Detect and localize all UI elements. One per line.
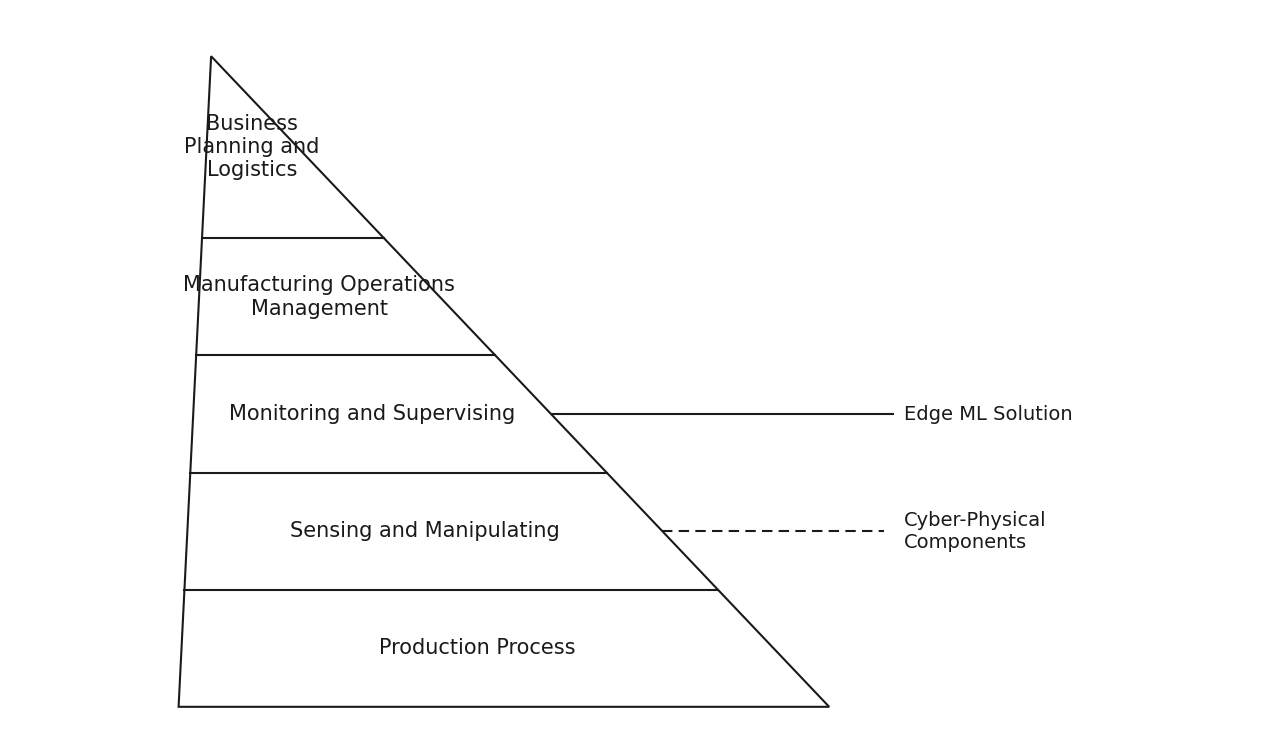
Text: Manufacturing Operations
Management: Manufacturing Operations Management: [184, 276, 455, 318]
Text: Business
Planning and
Logistics: Business Planning and Logistics: [184, 114, 320, 181]
Text: Production Process: Production Process: [379, 638, 576, 658]
Text: Monitoring and Supervising: Monitoring and Supervising: [230, 404, 515, 424]
Text: Sensing and Manipulating: Sensing and Manipulating: [290, 521, 559, 541]
Text: Edge ML Solution: Edge ML Solution: [904, 405, 1073, 424]
Text: Cyber-Physical
Components: Cyber-Physical Components: [904, 511, 1046, 552]
Polygon shape: [179, 56, 829, 707]
